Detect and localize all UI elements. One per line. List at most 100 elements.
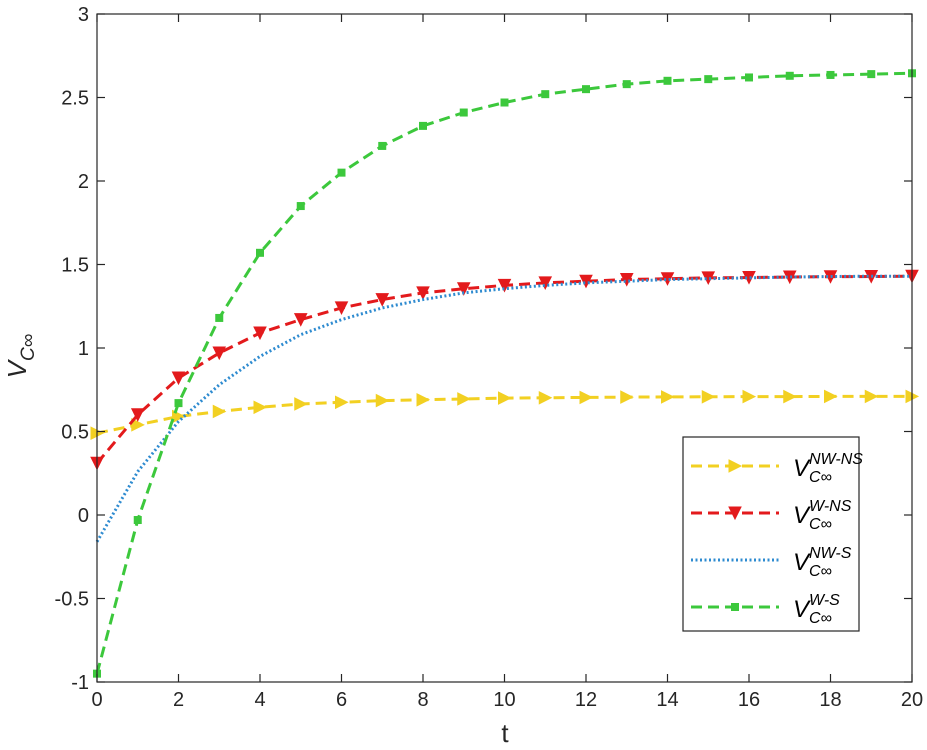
data-point <box>456 282 471 296</box>
data-point <box>253 326 267 341</box>
y-tick-label: 3 <box>78 4 89 26</box>
x-tick-label: 8 <box>417 689 428 711</box>
y-tick-label: -1 <box>71 672 89 694</box>
series-w-s <box>93 69 916 678</box>
data-point <box>742 389 757 404</box>
legend-box <box>682 436 860 632</box>
data-point <box>582 85 590 94</box>
data-point <box>375 393 390 408</box>
data-point <box>130 408 145 422</box>
x-tick-label: 10 <box>493 689 515 711</box>
x-tick-label: 16 <box>738 689 760 711</box>
data-point <box>745 73 753 82</box>
data-point <box>337 168 346 177</box>
legend-item-w-ns: V W-NSC∞ <box>691 498 852 533</box>
data-point <box>212 404 227 419</box>
series-layer <box>90 69 920 678</box>
data-point <box>459 108 468 117</box>
data-point <box>785 71 794 80</box>
data-point <box>133 516 142 525</box>
data-point <box>498 391 512 405</box>
legend-marker <box>728 459 743 473</box>
data-point <box>538 390 553 405</box>
data-point <box>171 371 186 386</box>
svg-text:VC∞: VC∞ <box>2 334 39 379</box>
data-point <box>579 390 594 405</box>
data-point <box>864 389 879 404</box>
x-tick-label: 2 <box>173 689 184 711</box>
data-point <box>704 75 713 84</box>
data-point <box>457 392 471 406</box>
legend-marker <box>728 506 742 521</box>
legend-marker <box>731 603 739 611</box>
data-point <box>541 90 550 99</box>
legend-label-sub: C∞ <box>809 610 832 627</box>
x-tick-label: 6 <box>336 689 347 711</box>
legend-label-main: V <box>793 455 811 482</box>
y-tick-label: 2.5 <box>61 88 89 110</box>
data-point <box>334 301 349 316</box>
legend-item-nw-ns: V NW-NSC∞ <box>691 451 863 486</box>
data-point <box>701 389 716 404</box>
data-point <box>416 392 431 407</box>
series-nw-s <box>95 274 912 543</box>
y-axis-title-sub: C∞ <box>18 334 39 361</box>
data-point <box>215 313 224 322</box>
data-point <box>419 121 427 130</box>
data-point <box>826 70 835 79</box>
data-point <box>824 389 838 404</box>
ticks-layer: 0 2 4 6 8 10 12 14 16 18 20 -1 -0.5 0 0.5 1 1.5 2 2.5 3 <box>55 4 924 711</box>
y-tick-label: -0.5 <box>55 589 89 611</box>
x-tick-label: 14 <box>656 689 678 711</box>
x-tick-label: 0 <box>91 689 102 711</box>
legend-label-sup: NW-NS <box>809 451 863 468</box>
data-point <box>579 274 593 289</box>
y-tick-label: 2 <box>78 171 89 193</box>
y-tick-label: 0.5 <box>61 422 89 444</box>
legend-label-main: V <box>793 596 811 623</box>
y-tick-label: 1 <box>78 338 89 360</box>
x-tick-label: 18 <box>819 689 841 711</box>
data-point <box>619 273 634 287</box>
data-point <box>620 390 634 404</box>
series-line <box>95 71 913 675</box>
data-point <box>661 390 675 404</box>
legend-label-sup: NW-S <box>809 545 852 562</box>
y-tick-label: 0 <box>78 505 89 527</box>
data-point <box>296 202 305 211</box>
legend: V NW-NSC∞V W-NSC∞V NW-SC∞V W-SC∞ <box>682 436 863 632</box>
data-point <box>497 278 512 293</box>
x-axis-title: t <box>501 718 509 748</box>
y-tick-label: 1.5 <box>61 255 89 277</box>
y-axis-title-main: V <box>2 358 32 378</box>
x-tick-label: 12 <box>575 689 597 711</box>
y-axis-title: VC∞ <box>2 334 39 379</box>
data-point <box>174 399 183 408</box>
series-line <box>95 274 912 543</box>
data-point <box>663 76 672 85</box>
legend-label-sup: W-S <box>809 592 840 609</box>
data-point <box>256 248 264 257</box>
data-point <box>500 98 509 107</box>
data-point <box>172 409 186 424</box>
legend-label-sub: C∞ <box>809 563 832 580</box>
data-point <box>783 389 797 404</box>
x-tick-label: 4 <box>254 689 265 711</box>
data-point <box>294 397 308 411</box>
legend-label-sub: C∞ <box>809 469 832 486</box>
legend-label-sup: W-NS <box>809 498 852 515</box>
data-point <box>416 286 430 301</box>
data-point <box>622 80 631 89</box>
data-point <box>378 141 387 150</box>
data-point <box>253 400 268 415</box>
legend-item-nw-s: V NW-SC∞ <box>691 545 852 580</box>
x-tick-label: 20 <box>901 689 923 711</box>
legend-label-main: V <box>793 549 811 576</box>
data-point <box>293 313 308 327</box>
series-nw-ns <box>90 389 920 440</box>
data-point <box>867 70 876 79</box>
legend-label-main: V <box>793 502 811 529</box>
data-point <box>538 276 553 290</box>
data-point <box>212 346 227 361</box>
